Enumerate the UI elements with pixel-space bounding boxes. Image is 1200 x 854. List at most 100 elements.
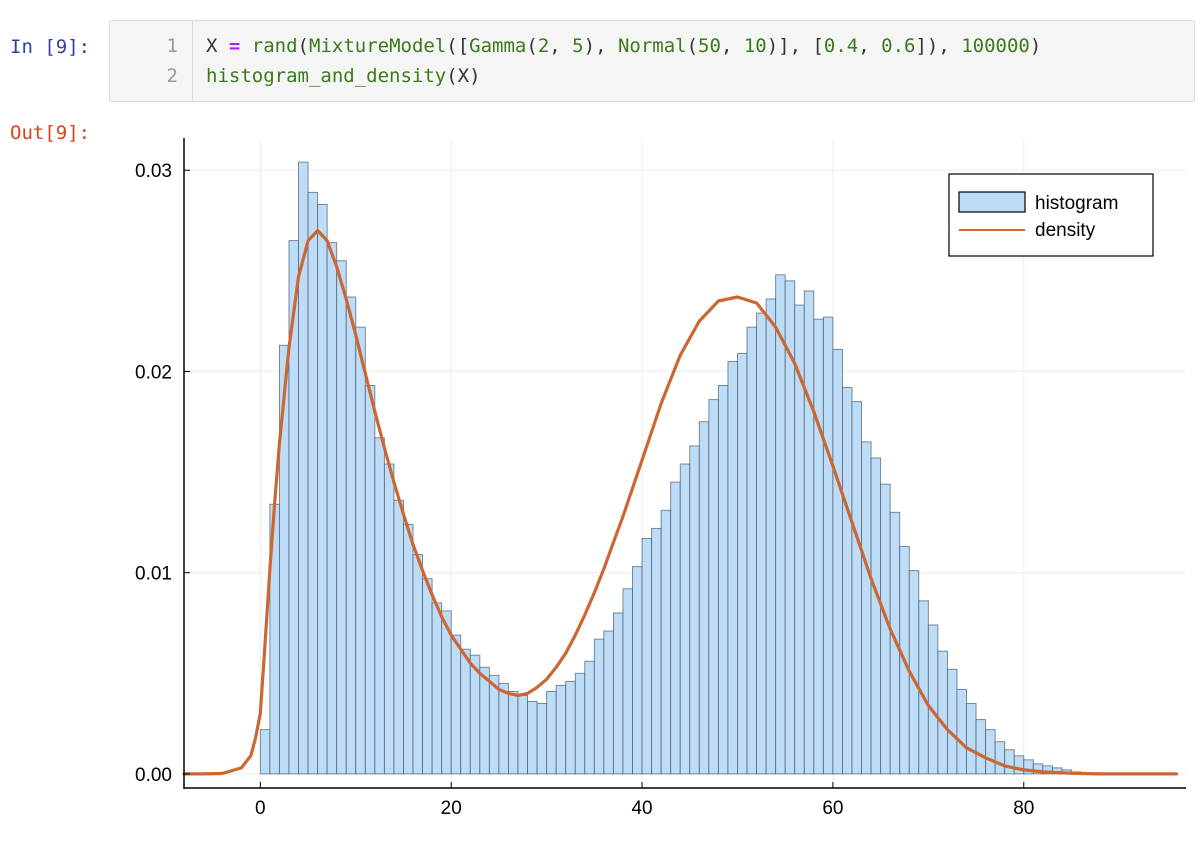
y-tick-label: 0.01 bbox=[135, 564, 172, 585]
histogram-bar bbox=[946, 668, 958, 775]
code-token: MixtureModel bbox=[309, 35, 447, 57]
y-tick-label: 0.03 bbox=[135, 161, 172, 182]
code-token: 5 bbox=[572, 35, 584, 57]
histogram-bar bbox=[622, 588, 633, 775]
histogram-bar bbox=[546, 690, 557, 775]
histogram-bar bbox=[956, 688, 967, 775]
histogram-bar bbox=[383, 463, 395, 775]
histogram-bar bbox=[822, 316, 834, 775]
axes bbox=[183, 138, 1186, 789]
histogram-bar bbox=[737, 352, 748, 775]
code-token: 100000 bbox=[961, 35, 1030, 57]
histogram-bar bbox=[927, 624, 939, 775]
y-tick-label: 0.00 bbox=[135, 765, 172, 786]
histogram-bar bbox=[708, 399, 719, 775]
code-token: ) bbox=[1029, 35, 1042, 57]
tick-labels: 0 20 40 60 80 0.00 0.01 0.02 0.03 bbox=[135, 161, 1034, 819]
legend-label-histogram: histogram bbox=[1035, 193, 1118, 214]
code-token: rand bbox=[251, 35, 298, 57]
histogram-bar bbox=[632, 566, 643, 775]
histogram-bar bbox=[593, 638, 605, 775]
histogram-bar bbox=[851, 401, 862, 775]
x-tick-label: 40 bbox=[631, 798, 652, 819]
histogram-bar bbox=[355, 326, 366, 775]
output-prompt: Out[9]: bbox=[10, 122, 91, 144]
histogram-bar bbox=[336, 260, 347, 775]
histogram-bar bbox=[498, 682, 509, 775]
histogram-bar bbox=[326, 242, 338, 775]
histogram-bar bbox=[508, 690, 519, 775]
histogram-bar bbox=[765, 298, 777, 775]
histogram-bar bbox=[756, 312, 767, 775]
histogram-bar bbox=[364, 385, 376, 775]
histogram-bar bbox=[660, 509, 672, 775]
histogram-bar bbox=[985, 729, 996, 775]
x-tick-label: 20 bbox=[441, 798, 462, 819]
histogram-bar bbox=[1004, 749, 1015, 775]
code-token: ( bbox=[686, 35, 699, 57]
histogram-bar bbox=[422, 578, 433, 775]
histogram-bar bbox=[689, 445, 700, 775]
code-line-1[interactable]: X = rand(MixtureModel([Gamma(2, 5), Norm… bbox=[206, 35, 1041, 57]
code-token: ([ bbox=[446, 35, 470, 57]
histogram-bar bbox=[975, 719, 987, 775]
input-prompt: In [9]: bbox=[10, 36, 91, 58]
histogram-bar bbox=[918, 600, 929, 775]
code-token: X bbox=[206, 35, 218, 57]
histogram-bar bbox=[460, 648, 471, 775]
code-token: 2 bbox=[537, 35, 550, 57]
histogram-bar bbox=[259, 729, 271, 775]
histogram-bar bbox=[746, 326, 758, 775]
code-token: = bbox=[217, 35, 252, 57]
histogram-bar bbox=[345, 296, 357, 775]
histogram-bar bbox=[574, 672, 586, 775]
histogram-bar bbox=[517, 694, 528, 775]
line-number-gutter: 1 2 bbox=[110, 21, 193, 101]
code-line-2[interactable]: histogram_and_density(X) bbox=[206, 65, 481, 87]
code-token: ]), bbox=[915, 35, 962, 57]
code-token: ), bbox=[583, 35, 618, 57]
code-token: , bbox=[549, 35, 573, 57]
code-token: Normal bbox=[617, 35, 687, 57]
histogram-bar bbox=[994, 741, 1006, 775]
histogram-bar bbox=[670, 481, 681, 775]
histogram-bar bbox=[450, 634, 462, 775]
histogram-bar bbox=[861, 441, 872, 775]
legend-label-density: density bbox=[1035, 220, 1096, 241]
histogram-bar bbox=[393, 499, 404, 775]
histogram-bar bbox=[698, 421, 710, 775]
code-token: histogram_and_density bbox=[206, 65, 447, 87]
histogram-bar bbox=[374, 437, 385, 775]
line-number: 2 bbox=[166, 65, 178, 87]
histogram-bar bbox=[479, 666, 490, 775]
histogram-bar bbox=[937, 650, 948, 775]
code-token: )], [ bbox=[766, 35, 824, 57]
histogram-bar bbox=[565, 680, 576, 775]
code-token: 10 bbox=[743, 35, 767, 57]
code-token: 50 bbox=[698, 35, 721, 57]
histogram-density-chart: 0 20 40 60 80 0.00 0.01 0.02 0.03 histogram densi… bbox=[135, 138, 1186, 819]
code-token: ( bbox=[526, 35, 538, 57]
histogram-bar bbox=[641, 538, 653, 775]
histogram-bar bbox=[679, 463, 691, 775]
histogram-bar bbox=[412, 554, 424, 775]
histogram-bar bbox=[317, 203, 328, 775]
code-cell-input[interactable]: 1 2 X = rand(MixtureModel([Gamma(2, 5), … bbox=[109, 20, 1195, 102]
code-token: ( bbox=[297, 35, 309, 57]
x-tick-label: 0 bbox=[255, 798, 266, 819]
histogram-bar bbox=[612, 612, 624, 775]
x-tick-label: 80 bbox=[1013, 798, 1034, 819]
legend: histogram density bbox=[948, 173, 1154, 257]
histogram-bar bbox=[431, 602, 443, 775]
histogram-bar bbox=[870, 457, 882, 775]
histogram-bar bbox=[603, 630, 614, 775]
code-token: (X) bbox=[446, 65, 481, 87]
histogram-bar bbox=[775, 274, 786, 775]
y-tick-label: 0.02 bbox=[135, 362, 172, 383]
code-token: 0.4 bbox=[823, 35, 859, 57]
histogram-bar bbox=[584, 660, 595, 775]
histogram-bar bbox=[403, 523, 414, 775]
legend-box bbox=[948, 173, 1154, 257]
histogram-bar bbox=[555, 684, 567, 775]
histogram-bar bbox=[527, 701, 538, 775]
